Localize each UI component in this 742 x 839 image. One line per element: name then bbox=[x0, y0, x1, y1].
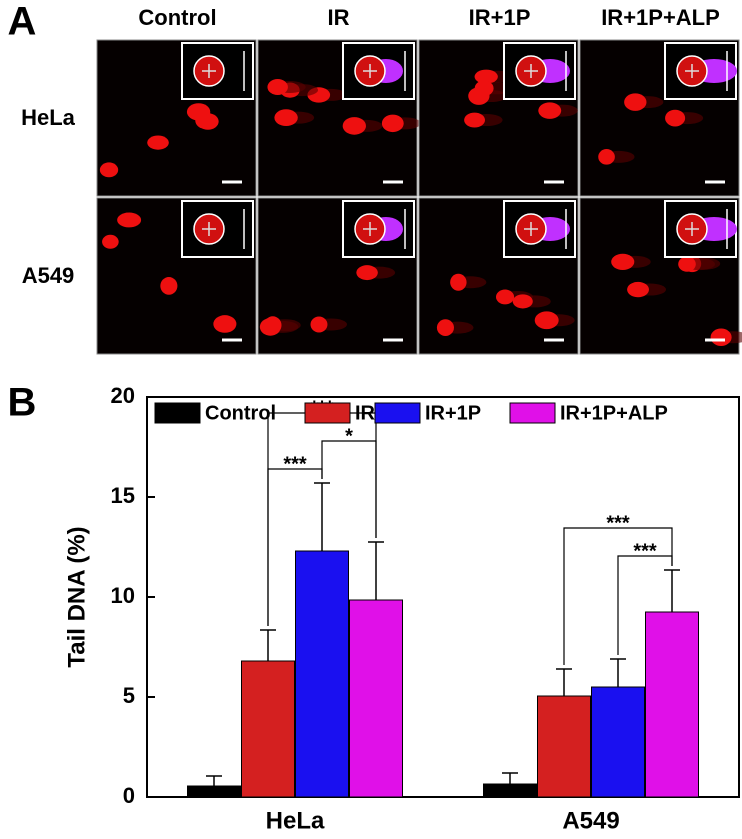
inset-cross bbox=[685, 222, 699, 236]
nucleus bbox=[624, 93, 647, 111]
inset-cross bbox=[524, 64, 538, 78]
legend-label: IR+1P+ALP bbox=[560, 402, 668, 424]
inset-cross bbox=[685, 64, 699, 78]
nucleus bbox=[274, 109, 298, 127]
y-tick-label: 10 bbox=[111, 583, 135, 608]
legend-swatch bbox=[304, 402, 351, 424]
y-tick-label: 20 bbox=[111, 383, 135, 408]
nucleus bbox=[102, 234, 119, 249]
nucleus bbox=[450, 273, 467, 291]
bar bbox=[349, 599, 403, 798]
nucleus bbox=[310, 316, 328, 333]
bar bbox=[187, 785, 241, 798]
nucleus bbox=[117, 212, 142, 228]
nucleus bbox=[160, 277, 178, 295]
legend-swatch bbox=[374, 402, 421, 424]
nucleus bbox=[381, 114, 404, 133]
nucleus bbox=[474, 80, 494, 97]
nucleus bbox=[436, 319, 454, 337]
column-label: IR+1P+ALP bbox=[601, 5, 720, 30]
nucleus bbox=[464, 112, 486, 128]
inset-cross bbox=[524, 222, 538, 236]
significance-label: * bbox=[345, 425, 353, 447]
nucleus bbox=[512, 294, 533, 309]
nucleus bbox=[665, 109, 686, 127]
nucleus bbox=[710, 328, 732, 346]
significance-label: *** bbox=[633, 540, 657, 562]
row-label: HeLa bbox=[21, 105, 76, 130]
inset-cross bbox=[363, 64, 377, 78]
legend-label: Control bbox=[205, 402, 276, 424]
nucleus bbox=[538, 102, 562, 119]
bar bbox=[483, 783, 537, 798]
row-label: A549 bbox=[22, 263, 75, 288]
y-tick-label: 15 bbox=[111, 483, 135, 508]
nucleus bbox=[186, 103, 211, 121]
nucleus bbox=[342, 117, 366, 135]
x-tick-label: HeLa bbox=[266, 807, 325, 834]
nucleus bbox=[147, 135, 169, 150]
bar bbox=[591, 686, 645, 798]
nucleus bbox=[627, 281, 649, 298]
nucleus bbox=[611, 253, 635, 270]
bar bbox=[295, 550, 349, 798]
inset-cross bbox=[363, 222, 377, 236]
panel-label: B bbox=[8, 381, 37, 425]
bar bbox=[645, 611, 699, 798]
inset-cross bbox=[202, 222, 216, 236]
legend-swatch bbox=[154, 402, 201, 424]
inset-cross bbox=[202, 64, 216, 78]
legend-swatch bbox=[509, 402, 556, 424]
legend-label: IR+1P bbox=[425, 402, 481, 424]
nucleus bbox=[534, 311, 559, 330]
significance-bracket bbox=[321, 440, 377, 538]
legend-label: IR bbox=[355, 402, 376, 424]
nucleus bbox=[495, 289, 515, 305]
nucleus bbox=[99, 162, 119, 178]
x-tick-label: A549 bbox=[562, 807, 619, 834]
nucleus bbox=[356, 265, 378, 281]
y-axis-label: Tail DNA (%) bbox=[63, 526, 90, 667]
column-label: Control bbox=[138, 5, 216, 30]
nucleus bbox=[267, 78, 288, 96]
y-tick-label: 0 bbox=[123, 783, 135, 808]
panel-label: A bbox=[8, 0, 37, 44]
bar bbox=[241, 660, 295, 798]
bar bbox=[537, 695, 591, 798]
nucleus bbox=[213, 315, 237, 333]
nucleus bbox=[598, 149, 615, 165]
column-label: IR+1P bbox=[469, 5, 531, 30]
significance-label: *** bbox=[606, 512, 630, 534]
nucleus bbox=[474, 69, 498, 84]
nucleus bbox=[263, 316, 282, 335]
column-label: IR bbox=[328, 5, 350, 30]
significance-bracket bbox=[563, 527, 673, 665]
nucleus bbox=[678, 256, 696, 272]
significance-label: *** bbox=[283, 453, 307, 475]
y-tick-label: 5 bbox=[123, 683, 135, 708]
